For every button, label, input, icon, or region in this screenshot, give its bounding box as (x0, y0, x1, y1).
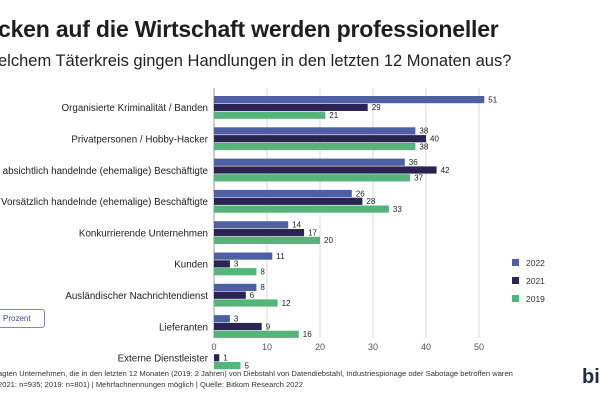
data-label: 42 (441, 166, 450, 175)
bar (214, 158, 405, 166)
category-label: Kunden (174, 260, 208, 271)
bar (214, 291, 246, 299)
data-label: 14 (292, 221, 301, 230)
brand-logo: bit (582, 366, 600, 388)
category-label: absichtlich handelnde (ehemalige) Beschä… (3, 166, 209, 177)
bar (214, 354, 220, 362)
data-label: 38 (419, 127, 428, 136)
data-label: 33 (393, 205, 402, 214)
data-label: 1 (223, 354, 228, 363)
bar (214, 236, 320, 244)
legend-label: 2019 (526, 294, 545, 304)
bar (214, 362, 241, 370)
x-tick-label: 0 (211, 342, 216, 352)
data-label: 9 (266, 322, 271, 331)
data-label: 3 (234, 260, 239, 269)
category-label: Externe Dienstleister (118, 354, 209, 365)
category-label: Konkurrierende Unternehmen (79, 228, 208, 239)
data-label: 36 (409, 158, 418, 167)
footnote-line-2: 2021: n=935; 2019: n=801) | Mehrfachnenn… (0, 380, 303, 389)
x-tick-label: 20 (315, 342, 325, 352)
bar (214, 103, 368, 111)
data-label: 37 (414, 174, 423, 183)
x-tick-label: 50 (474, 342, 484, 352)
data-label: 8 (260, 268, 265, 277)
x-tick-label: 30 (368, 342, 378, 352)
bar (214, 315, 230, 323)
data-label: 8 (260, 283, 265, 292)
category-label: Privatpersonen / Hobby-Hacker (71, 135, 208, 146)
bar (214, 330, 299, 338)
data-label: 17 (308, 228, 317, 237)
data-label: 38 (419, 142, 428, 151)
bar (214, 322, 262, 331)
bar (214, 96, 485, 104)
data-label: 21 (329, 111, 338, 120)
page-title: cken auf die Wirtschaft werden professio… (0, 16, 499, 42)
bar (214, 111, 326, 119)
legend-swatch (512, 277, 519, 284)
data-label: 20 (324, 236, 333, 245)
data-label: 5 (245, 361, 250, 370)
category-label: Ausländischer Nachrichtendienst (65, 291, 208, 302)
data-label: 40 (430, 135, 439, 144)
category-label: Organisierte Kriminalität / Banden (62, 103, 208, 114)
legend-swatch (512, 295, 519, 302)
bar (214, 142, 416, 151)
bar (214, 221, 289, 229)
page-subtitle: elchem Täterkreis gingen Handlungen in d… (0, 52, 512, 70)
category-label: Lieferanten (159, 322, 208, 333)
data-label: 6 (250, 291, 255, 300)
data-label: 26 (356, 189, 365, 198)
category-label: Vorsätzlich handelnde (ehemalige) Beschä… (1, 197, 209, 208)
x-tick-label: 10 (262, 342, 272, 352)
bar (214, 283, 257, 291)
legend-label: 2022 (526, 258, 545, 268)
bar (214, 260, 230, 268)
bar (214, 166, 437, 174)
bar (214, 127, 416, 135)
unit-label: Prozent (0, 309, 45, 328)
bar (214, 197, 363, 205)
data-label: 29 (372, 103, 381, 112)
x-tick-label: 40 (421, 342, 431, 352)
legend-swatch (512, 259, 519, 266)
data-label: 51 (488, 95, 497, 104)
bar (214, 299, 278, 307)
data-label: 16 (303, 330, 312, 339)
data-label: 28 (366, 197, 375, 206)
bar (214, 189, 352, 198)
data-label: 3 (234, 315, 239, 324)
data-label: 11 (276, 252, 285, 261)
bar (214, 174, 411, 182)
data-label: 12 (282, 299, 291, 308)
bar (214, 205, 389, 213)
legend-label: 2021 (526, 276, 545, 286)
bar (214, 229, 305, 237)
bar (214, 268, 257, 276)
footnote-line-1: agten Unternehmen, die in den letzten 12… (0, 369, 513, 378)
footnote: agten Unternehmen, die in den letzten 12… (0, 368, 513, 390)
bar (214, 252, 273, 260)
bar (214, 135, 426, 143)
